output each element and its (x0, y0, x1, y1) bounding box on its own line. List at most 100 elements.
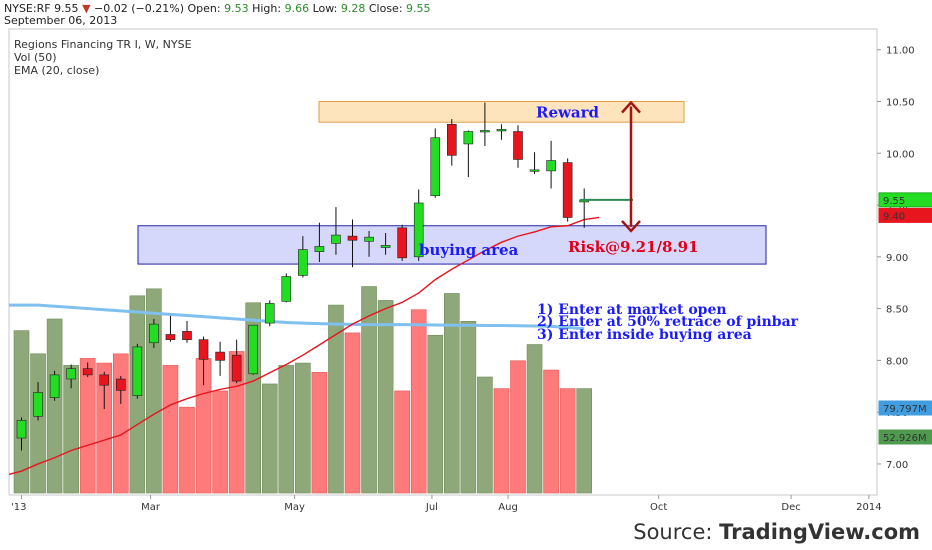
low-value: 9.28 (340, 2, 366, 15)
reward-zone (318, 100, 685, 123)
candle-down (231, 354, 242, 382)
candle-down (562, 162, 573, 218)
candle-up (529, 169, 540, 172)
volume-bar (559, 388, 576, 494)
candle-down (347, 235, 358, 241)
volume-bar (526, 344, 543, 494)
last-price: 9.55 (54, 2, 79, 15)
buying-area-label: buying area (419, 241, 519, 259)
volume-bar (13, 330, 30, 494)
volume-bar (576, 388, 593, 494)
candle-down (82, 368, 93, 376)
candle-layer (16, 102, 590, 451)
volume-bar (162, 365, 179, 494)
candle-up (546, 160, 556, 172)
candle-down (116, 378, 126, 391)
high-value: 9.66 (284, 2, 310, 15)
down-triangle-icon: ▼ (82, 2, 91, 15)
volume-bar (96, 362, 113, 494)
x-tick-label: '13 (11, 502, 26, 513)
candle-up (132, 346, 143, 396)
open-label: Open: (187, 2, 221, 15)
source-brand: TradingView.com (719, 520, 920, 544)
candle-up (298, 249, 308, 276)
ema-line (8, 216, 600, 475)
y-tick-label: 10.00 (886, 149, 915, 160)
y-tick-label: 10.50 (886, 97, 915, 108)
vol-legend: Vol (50) (14, 51, 57, 64)
price-badge: 9.55 (883, 196, 905, 207)
x-tick-label: Mar (141, 502, 161, 513)
candle-up (248, 324, 258, 375)
volume-bar (543, 369, 559, 494)
volume-badge-box (878, 429, 932, 445)
y-tick-label: 7.00 (886, 460, 908, 471)
source-prefix: Source: (633, 520, 720, 544)
close-label: Close: (368, 2, 403, 15)
volume-bar (493, 388, 510, 494)
volume-bar (278, 365, 295, 494)
candle-up (264, 303, 275, 324)
y-tick-label: 11.00 (886, 46, 915, 57)
zone-layer (137, 100, 767, 265)
volume-bar (113, 353, 129, 494)
volume-bar (30, 353, 46, 494)
vol-ma-badge: 79.797M (883, 404, 927, 415)
ema-badge-box (878, 207, 932, 223)
date-label: September 06, 2013 (4, 14, 118, 27)
volume-bar (361, 286, 377, 494)
candle-down (198, 339, 209, 360)
candle-up (380, 245, 391, 248)
candle-up (314, 246, 325, 252)
volume-bar (443, 293, 460, 494)
volume-bar (477, 376, 493, 494)
candle-down (513, 131, 523, 160)
symbol: NYSE:RF (4, 2, 51, 15)
volume-bar (46, 318, 63, 494)
x-tick-label: Jul (425, 502, 438, 513)
volume-bar (79, 358, 96, 494)
candle-down (165, 334, 176, 340)
y-tick-label: 9.00 (886, 253, 908, 264)
volume-bar (344, 332, 361, 494)
close-value: 9.55 (406, 2, 431, 15)
volume-bar (295, 362, 311, 494)
candle-up (364, 236, 374, 242)
candle-up (413, 202, 424, 258)
candle-up (16, 420, 27, 439)
candle-up (281, 276, 292, 302)
low-label: Low: (312, 2, 338, 15)
volume-bar (328, 304, 344, 494)
price-change: −0.02 (−0.21%) (94, 2, 184, 15)
ema-layer (8, 216, 600, 475)
volume-bar (394, 390, 410, 494)
symbol-header: NYSE:RF 9.55 ▼ −0.02 (−0.21%) Open: 9.53… (4, 2, 431, 15)
axis-layer: 7.007.508.008.509.009.5010.0010.5011.00'… (11, 46, 932, 513)
volume-bar (261, 383, 278, 494)
buying-zone (137, 225, 767, 265)
volume-bar (510, 360, 526, 494)
chart-title: Regions Financing TR I, W, NYSE (14, 38, 192, 51)
volume-bar (212, 390, 228, 494)
volume-bar (377, 300, 394, 494)
x-tick-label: Dec (781, 502, 800, 513)
volume-bar (427, 334, 444, 494)
candle-up (430, 137, 441, 197)
x-tick-label: May (284, 502, 305, 513)
volume-bar (460, 321, 477, 494)
candle-down (99, 374, 110, 386)
open-value: 9.53 (224, 2, 249, 15)
source-credit: Source: TradingView.com (633, 520, 920, 544)
candle-up (463, 131, 474, 145)
candle-up (496, 129, 507, 132)
candle-down (446, 123, 457, 156)
volume-bar (311, 372, 328, 494)
candle-down (215, 351, 225, 361)
candle-down (182, 331, 192, 340)
candle-up (33, 392, 43, 417)
ema-badge: 9.40 (883, 211, 905, 222)
candle-up (49, 374, 60, 398)
reward-label: Reward (536, 103, 600, 121)
annotation-layer: Reward buying area Risk@9.21/8.91 1) Enter … (419, 100, 799, 343)
